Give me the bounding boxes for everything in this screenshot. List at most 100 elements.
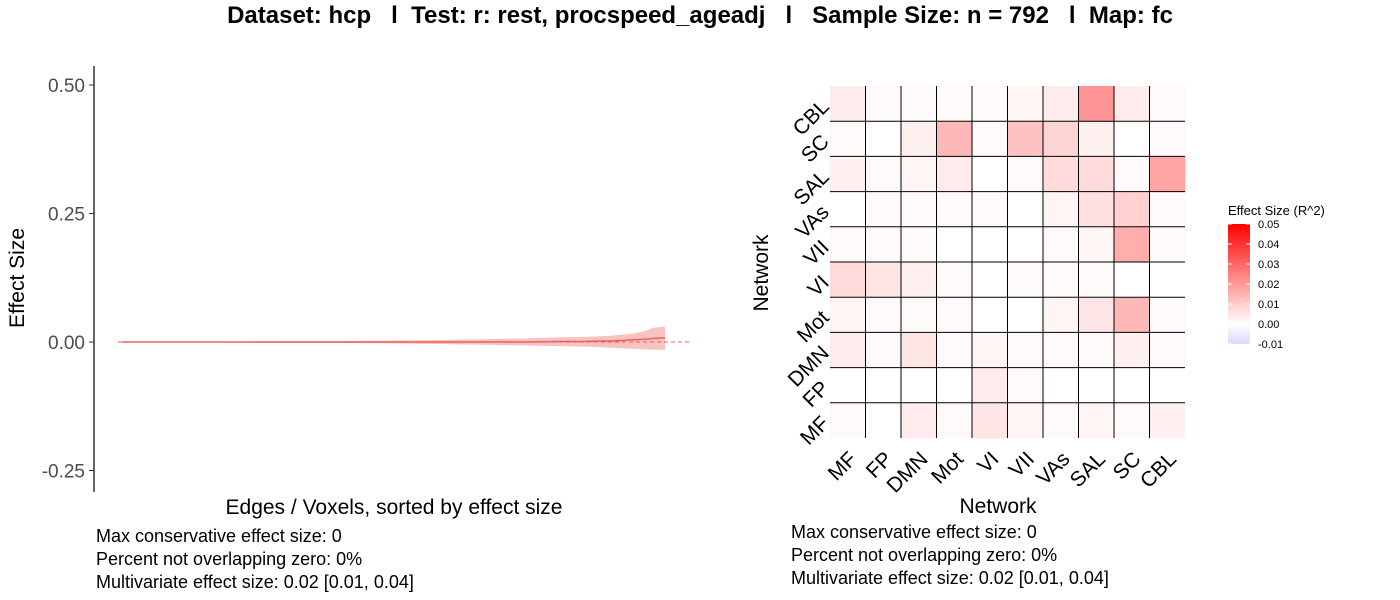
left-panel-stats: Max conservative effect size: 0 Percent …	[96, 525, 414, 594]
heatmap-cell	[936, 297, 973, 333]
heatmap-cell	[1114, 332, 1150, 369]
heatmap-cell	[830, 226, 866, 263]
heatmap-cell	[830, 262, 866, 298]
heatmap-cell	[1078, 226, 1115, 263]
heatmap-cell	[1078, 156, 1115, 193]
heatmap-cell	[972, 332, 1008, 369]
heatmap-cell	[1078, 297, 1115, 333]
heatmap-cell	[936, 367, 973, 404]
heatmap-cell	[1043, 86, 1079, 122]
heatmap-cell	[1078, 121, 1115, 157]
colorbar-legend: Effect Size (R^2) 0.05 0.04 0.03 0.02 0.01 0.…	[1228, 203, 1325, 351]
heatmap-cell	[1149, 156, 1186, 193]
heatmap-cell	[1114, 156, 1150, 193]
legend-tick-label: -0.01	[1258, 339, 1283, 351]
y-tick-label: -0.25	[42, 462, 85, 483]
heatmap-cell	[901, 332, 937, 369]
heatmap-cell	[972, 262, 1008, 298]
heatmap-cell	[1149, 332, 1186, 369]
heatmap-x-tick-label: VI	[973, 448, 1003, 478]
heatmap-cell	[865, 402, 902, 439]
heatmap-cell	[972, 297, 1008, 333]
heatmap-cell	[830, 156, 866, 193]
heatmap-cell	[936, 226, 973, 263]
heatmap-cell	[1114, 262, 1150, 298]
heatmap-cell	[1043, 332, 1079, 369]
heatmap-cell	[1114, 297, 1150, 333]
heatmap-cell	[865, 297, 902, 333]
heatmap-cell	[1007, 367, 1044, 404]
heatmap-cell	[1114, 121, 1150, 157]
y-tick-label: 0.50	[48, 76, 85, 97]
heatmap-x-tick-label: CBL	[1136, 448, 1181, 493]
heatmap-x-tick-label: SAL	[1066, 448, 1110, 492]
heatmap-cell	[1078, 367, 1115, 404]
heatmap-cell	[1114, 86, 1150, 122]
legend-tick-label: 0.00	[1258, 319, 1279, 331]
heatmap-cell	[1043, 121, 1079, 157]
heatmap-cell	[901, 86, 937, 122]
heatmap-cell	[936, 402, 973, 439]
heatmap-cell	[830, 121, 866, 157]
heatmap-y-tick-label: CBL	[789, 95, 834, 140]
heatmap-cell	[865, 226, 902, 263]
heatmap-cell	[1078, 402, 1115, 439]
heatmap-cell	[901, 402, 937, 439]
heatmap-cell	[972, 402, 1008, 439]
heatmap-cell	[1007, 191, 1044, 228]
heatmap-y-tick-label: SAL	[789, 166, 833, 210]
heatmap-cell	[936, 156, 973, 193]
heatmap-cell	[972, 156, 1008, 193]
heatmap-cell	[1149, 226, 1186, 263]
heatmap-cell	[1149, 367, 1186, 404]
heatmap-cell	[936, 86, 973, 122]
heatmap-cell	[901, 121, 937, 157]
heatmap-cell	[865, 121, 902, 157]
heatmap-cell	[1149, 121, 1186, 157]
heatmap-y-axis-label: Network	[750, 234, 773, 312]
heatmap-cell	[830, 332, 866, 369]
heatmap-cell	[901, 156, 937, 193]
heatmap-x-tick-label: VAs	[1032, 448, 1074, 490]
heatmap-cell	[1078, 191, 1115, 228]
heatmap-cell	[901, 262, 937, 298]
heatmap-x-tick-label: Mot	[927, 447, 968, 488]
heatmap-cell	[830, 297, 866, 333]
left-x-axis-label: Edges / Voxels, sorted by effect size	[226, 496, 563, 519]
heatmap-cell	[1149, 191, 1186, 228]
heatmap-y-tick-label: Mot	[793, 306, 834, 347]
heatmap-cell	[1007, 297, 1044, 333]
legend-title: Effect Size (R^2)	[1228, 203, 1325, 218]
stat-multivariate: Multivariate effect size: 0.02 [0.01, 0.…	[96, 572, 414, 592]
right-panel-stats: Max conservative effect size: 0 Percent …	[791, 521, 1109, 590]
heatmap-cell	[1078, 332, 1115, 369]
heatmap-cell	[1043, 226, 1079, 263]
heatmap-y-tick-label: MF	[796, 412, 834, 450]
heatmap-cell	[936, 121, 973, 157]
heatmap-cell	[830, 86, 866, 122]
confidence-band	[122, 326, 665, 350]
heatmap-cell	[1007, 156, 1044, 193]
heatmap-cell	[1149, 86, 1186, 122]
heatmap-cell	[901, 297, 937, 333]
legend-tick-label: 0.02	[1258, 279, 1279, 291]
heatmap-cell	[1043, 191, 1079, 228]
heatmap-cell	[1043, 156, 1079, 193]
figure-title: Dataset: hcp l Test: r: rest, procspeed_…	[227, 2, 1173, 29]
heatmap-y-tick-label: VI	[803, 271, 833, 301]
heatmap-cell	[1078, 86, 1115, 122]
heatmap-cell	[830, 191, 866, 228]
heatmap-cell	[901, 226, 937, 263]
heatmap-cell	[1149, 402, 1186, 439]
heatmap-cell	[1007, 226, 1044, 263]
heatmap-cell	[865, 156, 902, 193]
heatmap-cell	[972, 86, 1008, 122]
heatmap-cell	[1078, 262, 1115, 298]
heatmap-cell	[1007, 86, 1044, 122]
heatmap-cell	[1007, 121, 1044, 157]
stat-multivariate: Multivariate effect size: 0.02 [0.01, 0.…	[791, 568, 1109, 588]
heatmap-cell	[972, 121, 1008, 157]
heatmap-cell	[972, 367, 1008, 404]
heatmap-cell	[1149, 262, 1186, 298]
